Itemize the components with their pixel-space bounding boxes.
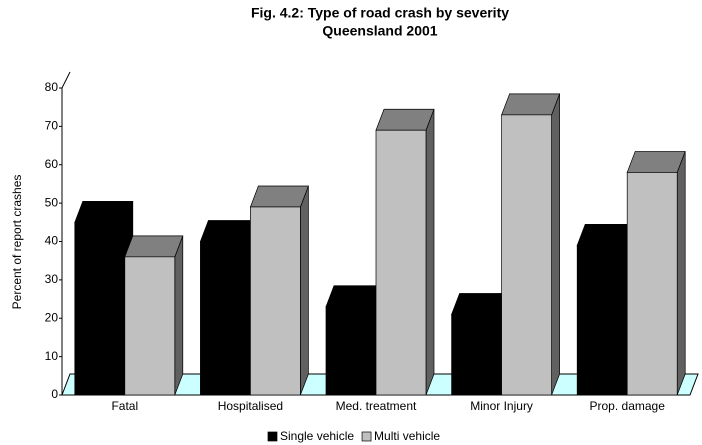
bar xyxy=(199,220,259,396)
bar xyxy=(249,185,309,396)
bar-front xyxy=(250,206,301,396)
bar-top xyxy=(375,108,435,131)
bar-front xyxy=(325,306,377,396)
bar xyxy=(501,93,561,396)
bar-top xyxy=(576,223,636,246)
bar-top xyxy=(124,235,184,258)
y-tick-label: 30 xyxy=(45,272,59,286)
bar-front xyxy=(200,241,251,396)
bar xyxy=(626,151,686,396)
x-tick-label: Med. treatment xyxy=(336,399,417,413)
bar-front xyxy=(626,172,678,396)
bar-front xyxy=(124,256,176,396)
x-tick-label: Minor Injury xyxy=(470,399,533,413)
bar xyxy=(325,285,385,396)
legend-swatch xyxy=(267,431,278,442)
bar-top xyxy=(74,200,134,223)
bar-side xyxy=(551,93,560,396)
x-tick-label: Hospitalised xyxy=(218,399,283,413)
bar xyxy=(576,223,636,396)
bar-top xyxy=(325,285,385,308)
y-tick-label: 60 xyxy=(45,157,59,171)
y-tick-label: 40 xyxy=(45,234,59,248)
bar xyxy=(124,235,184,396)
bar-top xyxy=(451,293,511,315)
legend-swatch xyxy=(361,431,372,442)
y-axis-label: Percent of report crashes xyxy=(10,175,24,310)
bar-top xyxy=(501,93,561,116)
bar-front xyxy=(451,314,502,396)
y-tick-label: 80 xyxy=(45,80,59,94)
x-tick-label: Fatal xyxy=(111,399,138,413)
legend-label: Single vehicle xyxy=(280,429,354,443)
bar-side xyxy=(676,151,686,396)
bar xyxy=(74,200,134,396)
y-tick-label: 20 xyxy=(45,310,59,324)
y-tick-label: 50 xyxy=(45,195,59,209)
chart-subtitle: Queensland 2001 xyxy=(322,23,437,39)
bar-front xyxy=(576,244,628,396)
bar-front xyxy=(375,129,427,396)
bar-front xyxy=(501,114,552,396)
y-tick-label: 10 xyxy=(45,349,59,363)
bar-side xyxy=(425,109,435,396)
bar-top xyxy=(249,185,309,208)
x-tick-label: Prop. damage xyxy=(590,399,666,413)
bar-front xyxy=(74,221,126,396)
bar xyxy=(451,293,511,396)
y-tick-label: 0 xyxy=(51,387,58,401)
bar xyxy=(375,108,435,396)
bar-side xyxy=(300,185,309,396)
bar-side xyxy=(174,235,184,396)
y-axis-back xyxy=(61,71,71,89)
bar-top xyxy=(626,151,686,173)
legend-label: Multi vehicle xyxy=(374,429,440,443)
y-tick-label: 70 xyxy=(45,119,59,133)
bar-top xyxy=(199,220,259,242)
chart-title: Fig. 4.2: Type of road crash by severity xyxy=(251,5,509,21)
